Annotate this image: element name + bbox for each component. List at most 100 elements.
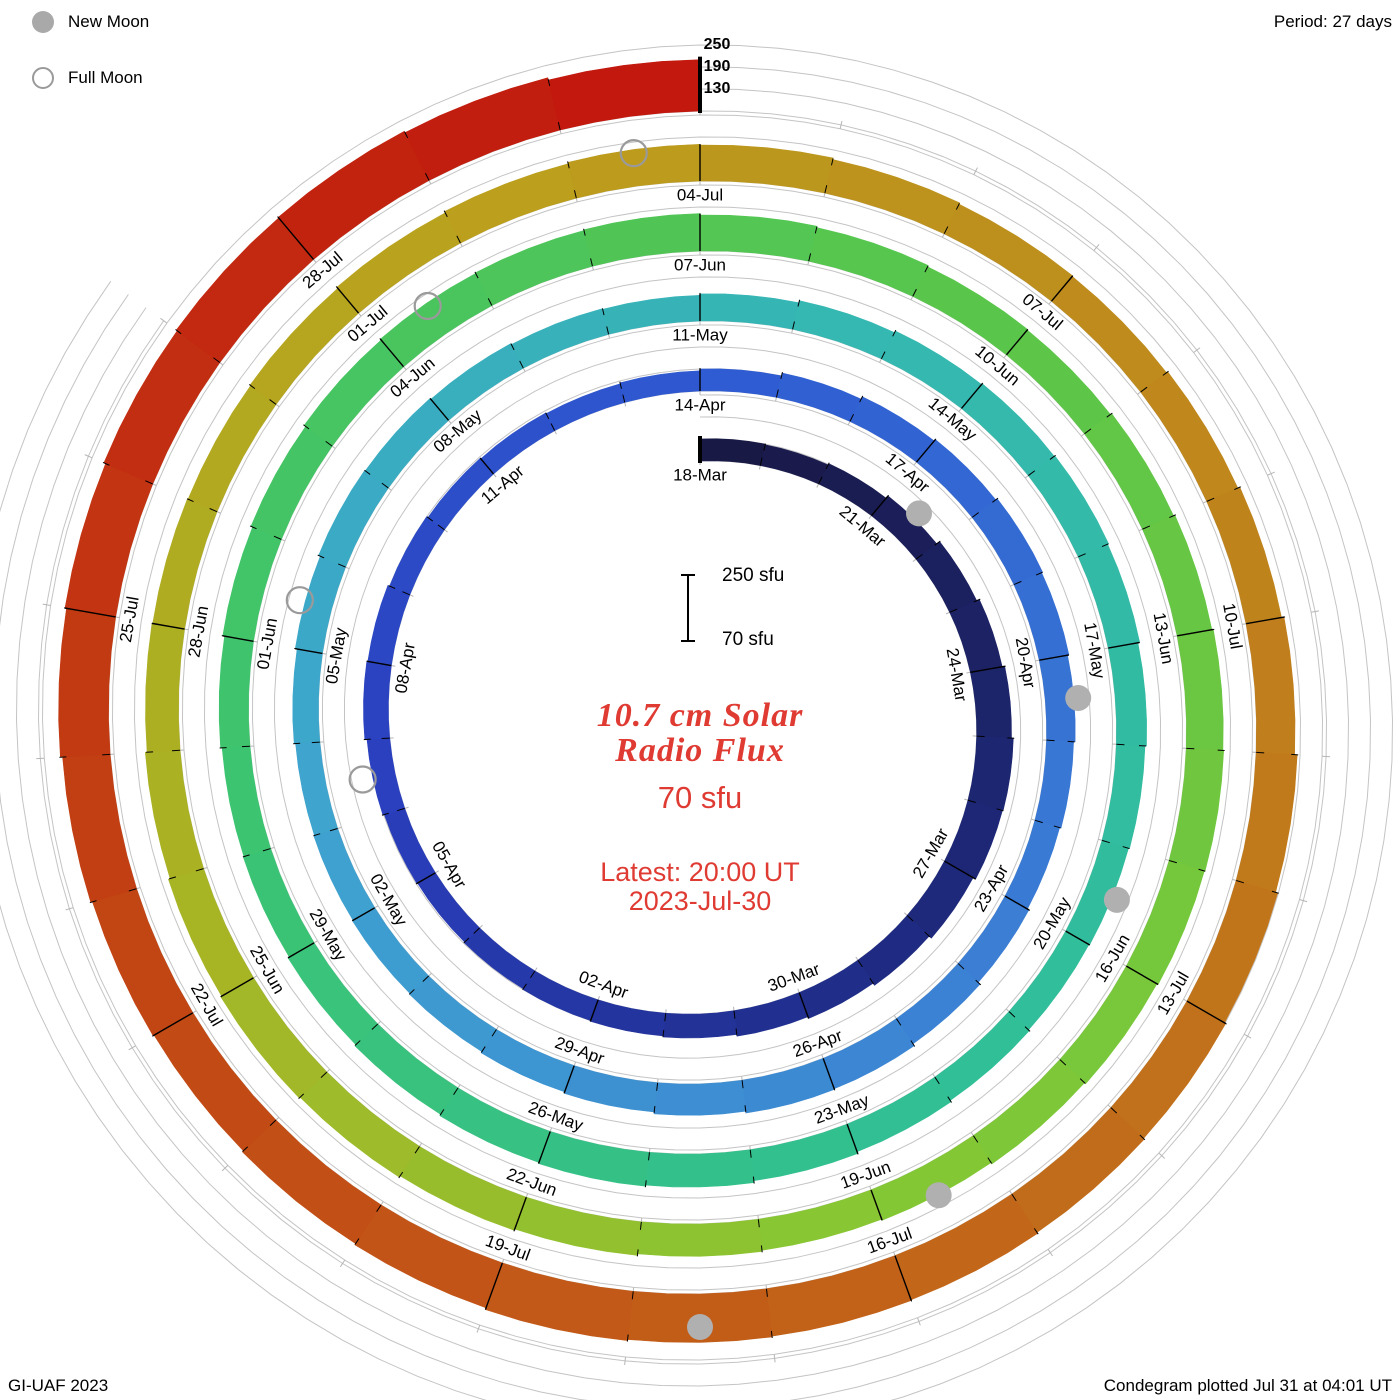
day-base-tick	[530, 970, 536, 979]
day-top-tick	[439, 1109, 445, 1116]
three-day-divider	[484, 1262, 504, 1310]
day-top-tick	[513, 1224, 517, 1232]
day-base-tick	[943, 226, 949, 234]
grid-day-tick	[1311, 610, 1320, 613]
day-top-tick	[1023, 906, 1031, 911]
day-top-tick	[883, 494, 890, 501]
grid-day-tick	[1299, 898, 1308, 903]
scale-bar-min-label: 70 sfu	[722, 629, 774, 650]
flux-day-segment	[389, 516, 445, 596]
day-top-tick	[931, 438, 937, 445]
day-base-tick	[896, 1018, 902, 1026]
day-base-tick	[775, 389, 779, 398]
flux-day-segment	[808, 227, 929, 297]
day-base-tick	[1013, 580, 1022, 586]
day-base-tick	[808, 253, 812, 262]
day-top-tick	[955, 203, 960, 210]
day-base-tick	[934, 1076, 940, 1085]
day-base-tick	[818, 476, 823, 485]
flux-scale-bar	[687, 575, 689, 641]
day-top-tick	[351, 916, 359, 922]
day-base-tick	[213, 357, 221, 363]
day-base-tick	[337, 563, 346, 568]
day-top-tick	[567, 161, 570, 169]
day-top-tick	[102, 462, 110, 466]
day-base-tick	[437, 524, 445, 531]
grid-day-tick	[42, 603, 51, 606]
day-top-tick	[404, 131, 409, 139]
grid-value-130: 130	[703, 80, 731, 97]
flux-day-segment	[1206, 486, 1282, 625]
day-base-tick	[396, 807, 405, 812]
grid-day-tick	[221, 1165, 229, 1172]
day-base-tick	[915, 553, 923, 560]
day-top-tick	[1169, 514, 1176, 518]
flux-day-segment	[766, 1255, 912, 1337]
flux-segments	[58, 59, 1298, 1343]
day-top-tick	[545, 412, 550, 420]
day-top-tick	[601, 308, 605, 316]
flux-day-segment	[662, 1010, 738, 1039]
flux-day-segment	[474, 230, 593, 306]
grid-value-250: 250	[703, 36, 731, 53]
latest-date: 2023-Jul-30	[628, 886, 772, 916]
day-base-tick	[849, 413, 855, 422]
day-base-tick	[1011, 1193, 1017, 1202]
day-base-tick	[765, 1288, 768, 1297]
legend-full-moon-label: Full Moon	[68, 68, 143, 87]
flux-day-segment	[792, 300, 896, 360]
day-base-tick	[880, 351, 886, 360]
day-base-tick	[664, 1013, 667, 1022]
day-base-tick	[1206, 497, 1215, 502]
day-top-tick	[1079, 1078, 1086, 1084]
day-base-tick	[128, 888, 137, 892]
full-moon-marker-06-Apr	[348, 765, 377, 794]
day-base-tick	[622, 394, 626, 403]
day-base-tick	[381, 482, 389, 489]
day-base-tick	[957, 963, 965, 970]
day-top-tick	[780, 371, 783, 380]
day-top-tick	[1139, 1134, 1146, 1141]
flux-day-segment	[303, 339, 404, 447]
day-base-tick	[590, 258, 593, 267]
flux-day-segment	[912, 266, 1029, 356]
day-top-tick	[480, 1046, 486, 1053]
grid-day-tick	[1158, 1152, 1166, 1159]
day-base-tick	[487, 298, 493, 306]
date-label-11-May: 11-May	[672, 325, 728, 344]
day-top-tick	[1061, 654, 1069, 657]
day-base-tick	[557, 122, 561, 131]
day-top-tick	[653, 1105, 656, 1114]
grid-day-tick	[839, 120, 843, 129]
day-top-tick	[429, 398, 436, 405]
grid-day-tick	[128, 1045, 136, 1051]
grid-day-tick	[65, 907, 74, 911]
day-top-tick	[563, 1086, 568, 1093]
day-base-tick	[606, 326, 610, 335]
grid-value-190: 190	[703, 58, 731, 75]
day-top-tick	[831, 1083, 836, 1091]
day-top-tick	[619, 381, 622, 389]
full-moon-icon	[32, 67, 54, 89]
day-base-tick	[1028, 470, 1036, 476]
day-top-tick	[242, 1146, 249, 1152]
day-base-tick	[1169, 859, 1177, 864]
day-top-tick	[1234, 486, 1241, 490]
day-base-tick	[639, 1221, 642, 1230]
flux-day-segment	[915, 541, 978, 613]
day-top-tick	[947, 1096, 953, 1103]
flux-day-segment	[103, 330, 221, 485]
day-base-tick	[195, 868, 204, 872]
day-top-tick	[175, 329, 182, 335]
flux-day-segment	[699, 214, 818, 262]
day-top-tick	[151, 1032, 159, 1037]
day-top-tick	[814, 226, 818, 234]
flux-day-segment	[894, 1193, 1039, 1301]
day-top-tick	[443, 210, 448, 218]
day-base-tick	[491, 1029, 497, 1037]
flux-day-segment	[463, 927, 536, 990]
flux-day-segment	[653, 1079, 747, 1116]
day-top-tick	[1106, 412, 1113, 418]
day-base-tick	[1236, 880, 1245, 884]
day-top-tick	[859, 395, 864, 403]
